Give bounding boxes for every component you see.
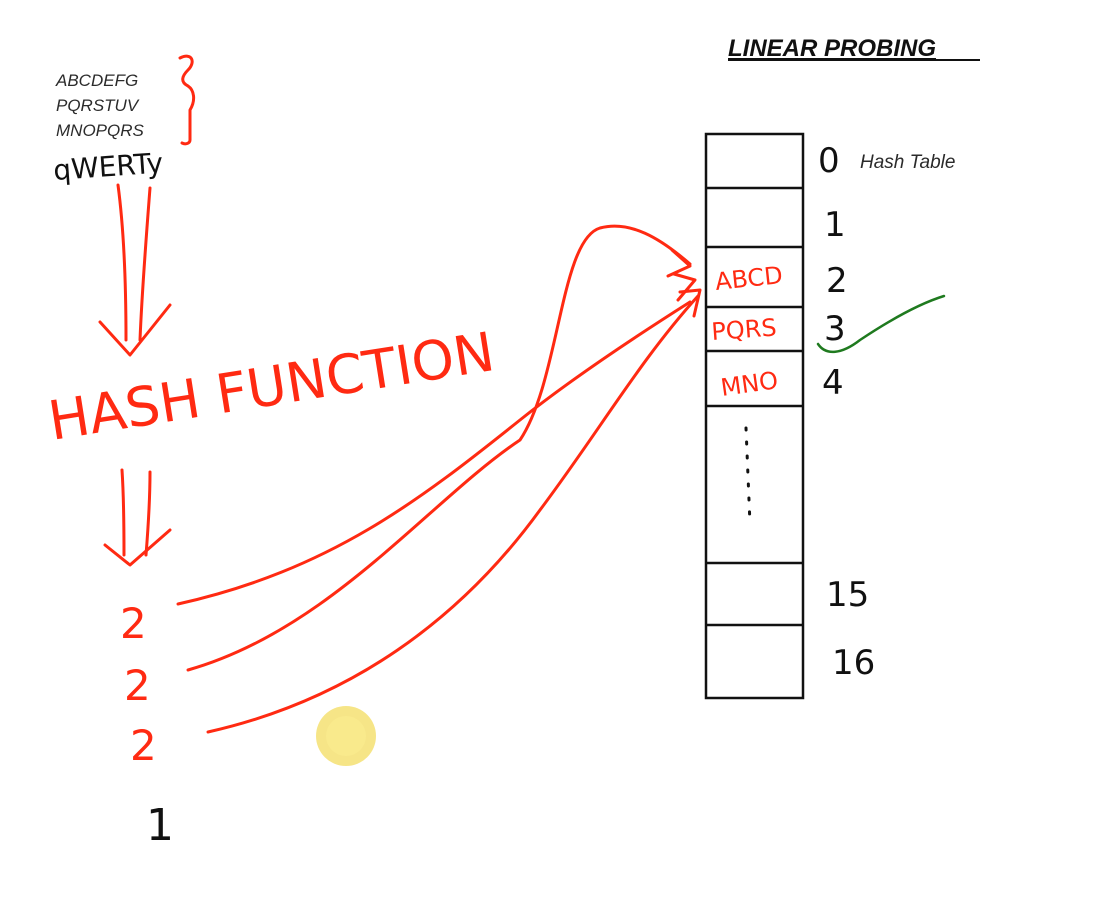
check-mark (816, 294, 946, 353)
slot-2-content: ABCD (714, 261, 784, 296)
hash-value-1: 2 (120, 599, 147, 648)
slot-index-4: 4 (822, 363, 844, 403)
arrow-to-hash-function (98, 183, 172, 357)
arrow-to-hash-values (103, 468, 172, 567)
key-2: PQRSTUV (56, 96, 140, 115)
hash-value-2: 2 (124, 661, 151, 710)
key-3: MNOPQRS (56, 121, 145, 140)
slot-index-3: 3 (824, 309, 846, 349)
slot-index-0: 0 (818, 141, 840, 181)
key-handwritten: qWERTy (52, 146, 164, 187)
slot-index-1: 1 (824, 205, 846, 245)
hash-value-4: 1 (146, 800, 174, 851)
table-ellipsis (744, 426, 752, 526)
hash-table (704, 132, 805, 700)
key-1: ABCDEFG (55, 71, 138, 90)
hash-value-3: 2 (130, 721, 157, 770)
cursor-highlight-inner (326, 716, 366, 756)
slot-4-content: MNO (719, 366, 780, 402)
diagram-title: LINEAR PROBING (728, 35, 936, 62)
slot-index-2: 2 (826, 261, 848, 301)
hash-table-label: Hash Table (860, 152, 955, 173)
slot-index-15: 15 (826, 575, 869, 615)
mapping-arrows (176, 224, 702, 734)
slot-index-16: 16 (832, 643, 875, 683)
slot-3-content: PQRS (710, 313, 777, 345)
hash-function-label: HASH FUNCTION (44, 320, 498, 453)
key-group-brace (178, 54, 196, 146)
